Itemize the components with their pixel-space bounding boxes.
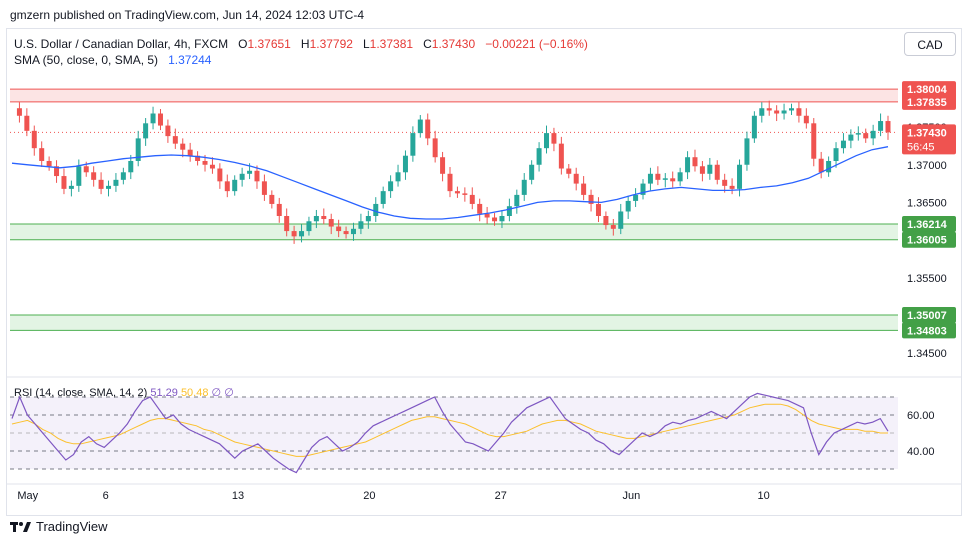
chart-legend: U.S. Dollar / Canadian Dollar, 4h, FXCM …: [14, 36, 588, 68]
rsi-band-lower-value: ∅: [224, 387, 234, 399]
low-value: 1.37381: [369, 37, 414, 51]
high-label: H: [300, 37, 310, 51]
rsi-value: 51.29: [150, 387, 178, 399]
low-label: L: [362, 37, 370, 51]
sma-value: 1.37244: [168, 53, 212, 67]
open-value: 1.37651: [247, 37, 291, 51]
symbol-title[interactable]: U.S. Dollar / Canadian Dollar, 4h, FXCM: [14, 37, 229, 51]
footer-brand: TradingView: [36, 519, 108, 534]
legend-sma-row: SMA (50, close, 0, SMA, 5) 1.37244: [14, 52, 588, 68]
chart-frame: [6, 28, 962, 516]
legend-price-row: U.S. Dollar / Canadian Dollar, 4h, FXCM …: [14, 36, 588, 52]
footer: TradingView: [10, 519, 108, 534]
rsi-legend: RSI (14, close, SMA, 14, 2) 51.29 50.48 …: [14, 386, 234, 399]
change-value: −0.00221 (−0.16%): [485, 37, 588, 51]
rsi-band-upper-value: ∅: [211, 387, 222, 399]
rsi-label[interactable]: RSI (14, close, SMA, 14, 2): [14, 387, 148, 399]
sma-label[interactable]: SMA (50, close, 0, SMA, 5): [14, 53, 159, 67]
close-value: 1.37430: [431, 37, 476, 51]
high-value: 1.37792: [309, 37, 353, 51]
tradingview-logo-icon: [10, 521, 31, 532]
open-label: O: [238, 37, 248, 51]
currency-button[interactable]: CAD: [904, 32, 956, 56]
rsi-ma-value: 50.48: [180, 387, 209, 399]
close-label: C: [423, 37, 432, 51]
publish-info: gmzern published on TradingView.com, Jun…: [10, 8, 364, 22]
